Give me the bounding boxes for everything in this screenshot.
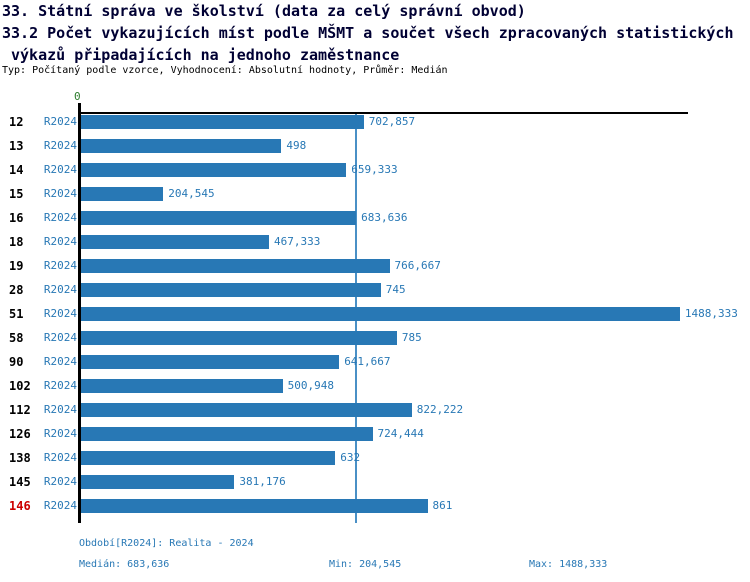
bar: [81, 115, 364, 129]
bar: [81, 379, 283, 393]
bar-value-label: 659,333: [351, 163, 398, 176]
bar-row: 14 R2024 659,333: [0, 163, 750, 177]
bar-value-label: 204,545: [168, 187, 215, 200]
bar: [81, 139, 282, 153]
row-series-label: R2024: [43, 115, 77, 128]
bar-value-label: 766,667: [394, 259, 441, 272]
bar: [81, 259, 390, 273]
axis-origin-label: 0: [74, 90, 81, 103]
row-series-label: R2024: [43, 307, 77, 320]
bar-row: 18 R2024 467,333: [0, 235, 750, 249]
bar: [81, 187, 164, 201]
row-series-label: R2024: [43, 211, 77, 224]
stat-min: Min: 204,545: [329, 559, 402, 570]
row-category-label: 112: [9, 403, 31, 417]
bar-row: 138 R2024 632: [0, 451, 750, 465]
stat-median: Medián: 683,636: [79, 559, 170, 570]
bar-value-label: 724,444: [377, 427, 424, 440]
row-category-label: 12: [9, 115, 24, 129]
row-series-label: R2024: [43, 403, 77, 416]
row-series-label: R2024: [43, 451, 77, 464]
bar-value-label: 1488,333: [684, 307, 738, 320]
bar-value-label: 500,948: [287, 379, 334, 392]
bar-value-label: 632: [340, 451, 361, 464]
row-category-label: 145: [9, 475, 31, 489]
row-series-label: R2024: [43, 283, 77, 296]
row-series-label: R2024: [43, 331, 77, 344]
bar-value-label: 641,667: [344, 355, 391, 368]
row-series-label: R2024: [43, 187, 77, 200]
bar-row: 102 R2024 500,948: [0, 379, 750, 393]
row-category-label: 19: [9, 259, 24, 273]
bar-row: 112 R2024 822,222: [0, 403, 750, 417]
row-series-label: R2024: [43, 355, 77, 368]
row-category-label: 138: [9, 451, 31, 465]
bar-row: 19 R2024 766,667: [0, 259, 750, 273]
bar-row: 51 R2024 1488,333: [0, 307, 750, 321]
bar-value-label: 861: [432, 499, 453, 512]
row-series-label: R2024: [43, 235, 77, 248]
row-category-label: 15: [9, 187, 24, 201]
legend-period: Období[R2024]: Realita - 2024: [79, 538, 254, 549]
row-series-label: R2024: [43, 475, 77, 488]
bar-value-label: 467,333: [274, 235, 321, 248]
bar: [81, 451, 336, 465]
bar: [81, 475, 235, 489]
bar-value-label: 381,176: [239, 475, 286, 488]
bar-value-label: 498: [286, 139, 307, 152]
bar: [81, 211, 357, 225]
bar-row: 13 R2024 498: [0, 139, 750, 153]
bar: [81, 427, 373, 441]
chart-subtitle: Typ: Počítaný podle vzorce, Vyhodnocení:…: [2, 65, 448, 76]
row-category-label: 58: [9, 331, 24, 345]
bar-value-label: 702,857: [368, 115, 416, 128]
bar-row: 58 R2024 785: [0, 331, 750, 345]
row-category-label: 28: [9, 283, 24, 297]
bar: [81, 235, 269, 249]
row-series-label: R2024: [43, 259, 77, 272]
row-category-label: 13: [9, 139, 24, 153]
row-series-label: R2024: [43, 427, 77, 440]
bar-value-label: 822,222: [416, 403, 464, 416]
row-series-label: R2024: [43, 499, 77, 512]
chart-title-line3: výkazů připadajících na jednoho zaměstna…: [11, 46, 400, 64]
bar-row: 15 R2024 204,545: [0, 187, 750, 201]
bar-row: 145 R2024 381,176: [0, 475, 750, 489]
chart-title-line2: 33.2 Počet vykazujících míst podle MŠMT …: [2, 24, 734, 42]
bar: [81, 499, 428, 513]
bar: [81, 355, 340, 369]
bar: [81, 331, 397, 345]
bar-row: 90 R2024 641,667: [0, 355, 750, 369]
stat-max: Max: 1488,333: [529, 559, 608, 570]
bar-row: 146 R2024 861: [0, 499, 750, 513]
row-category-label: 51: [9, 307, 24, 321]
bar: [81, 283, 381, 297]
row-category-label: 126: [9, 427, 31, 441]
row-category-label: 14: [9, 163, 24, 177]
row-category-label: 18: [9, 235, 24, 249]
chart-title-line1: 33. Státní správa ve školství (data za c…: [2, 2, 526, 20]
row-category-label: 146: [9, 499, 31, 513]
row-series-label: R2024: [43, 379, 77, 392]
bar: [81, 307, 680, 321]
bar-row: 16 R2024 683,636: [0, 211, 750, 225]
row-series-label: R2024: [43, 163, 77, 176]
bar: [81, 163, 347, 177]
bar-row: 12 R2024 702,857: [0, 115, 750, 129]
bar-value-label: 745: [385, 283, 406, 296]
bar-row: 28 R2024 745: [0, 283, 750, 297]
row-category-label: 90: [9, 355, 24, 369]
plot-top-border: [80, 112, 688, 114]
row-category-label: 102: [9, 379, 31, 393]
bar-row: 126 R2024 724,444: [0, 427, 750, 441]
bar-value-label: 683,636: [361, 211, 408, 224]
y-axis-line: [78, 103, 81, 523]
bar-value-label: 785: [401, 331, 422, 344]
row-category-label: 16: [9, 211, 24, 225]
bar: [81, 403, 412, 417]
row-series-label: R2024: [43, 139, 77, 152]
